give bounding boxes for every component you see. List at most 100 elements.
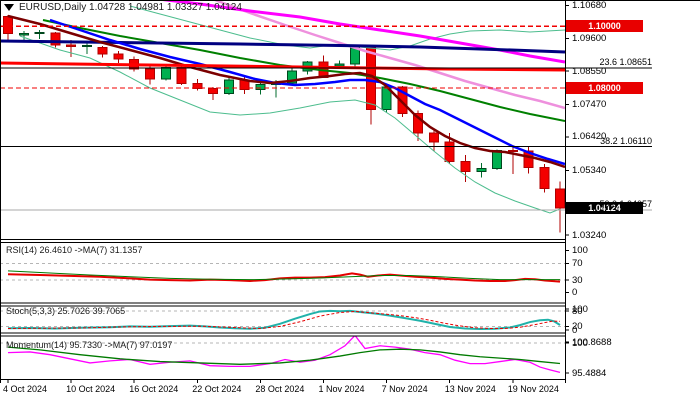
candle: [223, 78, 234, 96]
alert-price-tag: 1.10000: [566, 20, 643, 33]
candle-body: [444, 141, 455, 162]
x-axis-label: 10 Oct 2024: [66, 384, 116, 394]
x-axis-label: 13 Nov 2024: [444, 384, 496, 394]
x-axis-label: 1 Nov 2024: [318, 384, 365, 394]
stoch-scale-label: 100: [572, 303, 588, 315]
x-axis-label: 19 Nov 2024: [507, 384, 559, 394]
candle-body: [413, 112, 424, 134]
x-axis-label: 22 Oct 2024: [192, 384, 242, 394]
momentum-line: [7, 336, 561, 373]
stoch-scale-label: 0: [572, 324, 578, 336]
candle-body: [523, 150, 534, 169]
candle: [81, 42, 92, 55]
candle: [97, 46, 108, 58]
candle-body: [492, 150, 503, 169]
candles-layer: [3, 15, 565, 233]
candle: [539, 163, 550, 193]
candle-body: [334, 63, 345, 67]
candle: [50, 31, 61, 48]
candle: [34, 29, 45, 39]
rsi-scale-label: 70: [572, 257, 583, 269]
candle-body: [3, 16, 13, 35]
x-axis-label: 7 Nov 2024: [381, 384, 428, 394]
momentum-scale-label: 100.8688: [572, 336, 612, 348]
candle-body: [176, 66, 187, 84]
candle-body: [66, 44, 77, 47]
alert-price-tag: 1.08000: [566, 82, 643, 95]
candle: [555, 181, 565, 233]
y-axis-label: 1.05340: [572, 164, 607, 176]
stoch-panel-label: Stoch(5,3,3) 25.7026 39.7065: [6, 306, 126, 316]
candle-body: [255, 83, 266, 91]
candle: [413, 110, 424, 141]
y-axis-label: 1.06420: [572, 131, 607, 143]
candle-body: [507, 150, 518, 153]
current-price-tag: 1.04124: [566, 201, 643, 214]
candle: [428, 129, 439, 152]
candle: [192, 79, 203, 91]
candle: [476, 162, 487, 178]
candle: [460, 155, 471, 182]
candle-body: [555, 188, 565, 209]
fib-level-label: 38.2 1.06110: [600, 135, 652, 146]
candle-body: [539, 167, 550, 190]
ma-navy: [0, 39, 565, 54]
candle-body: [350, 47, 361, 65]
candle: [113, 51, 124, 63]
x-axis-label: 4 Oct 2024: [3, 384, 48, 394]
candle-body: [192, 82, 203, 90]
rsi-ma-line: [7, 270, 561, 281]
rsi-line: [7, 272, 561, 283]
candle: [18, 30, 29, 41]
y-axis-label: 1.07470: [572, 98, 607, 110]
ma-red-flat: [0, 61, 565, 72]
stoch-layer: [7, 309, 561, 331]
candle: [3, 15, 13, 42]
candle-body: [18, 32, 29, 36]
candle-body: [160, 67, 171, 80]
stoch-scale-label: 80: [572, 305, 583, 317]
candle-body: [97, 46, 108, 55]
momentum-ma-line: [7, 346, 561, 365]
ma-green: [42, 19, 565, 122]
symbol-dropdown-icon[interactable]: [4, 4, 14, 11]
candle-body: [223, 79, 234, 95]
ma-magenta: [154, 0, 565, 64]
candle-body: [34, 31, 45, 34]
x-axis-label: 28 Oct 2024: [255, 384, 305, 394]
x-axis-label: 16 Oct 2024: [129, 384, 179, 394]
rsi-panel-label: RSI(14) 26.4610 ->MA(7) 31.1357: [6, 245, 143, 255]
momentum-scale-label: 95.4884: [572, 367, 607, 379]
candle-body: [460, 160, 471, 173]
candle-body: [113, 53, 124, 60]
momentum-layer: [7, 336, 561, 373]
y-axis-label: 1.03240: [572, 229, 607, 241]
fib-level-label: 23.6 1.08651: [599, 56, 652, 67]
candle: [160, 66, 171, 81]
rsi-layer: [7, 270, 561, 283]
candle: [507, 147, 518, 175]
candle-body: [208, 88, 219, 95]
candle-body: [476, 167, 487, 173]
candle-body: [50, 32, 61, 46]
momentum-panel-label: Momentum(14) 95.7330 ->MA(7) 97.0197: [6, 340, 173, 350]
rsi-scale-label: 0: [572, 287, 578, 299]
fib-level-label: 50.0 1.04057: [599, 198, 652, 209]
y-axis-label: 1.10680: [572, 0, 607, 11]
candle-body: [286, 70, 297, 84]
candle-body: [428, 132, 439, 143]
candle: [365, 45, 376, 125]
chart-title: EURUSD,Daily 1.04728 1.04981 1.03327 1.0…: [19, 2, 242, 13]
envelope-lower: [19, 35, 561, 214]
ma-maroon: [7, 14, 565, 169]
ma-blue: [49, 18, 565, 166]
candle-body: [144, 68, 155, 80]
candle-body: [81, 45, 92, 48]
y-axis-label: 1.08550: [572, 65, 607, 77]
candle: [176, 65, 187, 86]
candle: [208, 87, 219, 101]
stoch-scale-label: 20: [572, 320, 583, 332]
momentum-scale-label: 100: [572, 337, 588, 349]
stoch-d-line: [7, 310, 561, 330]
